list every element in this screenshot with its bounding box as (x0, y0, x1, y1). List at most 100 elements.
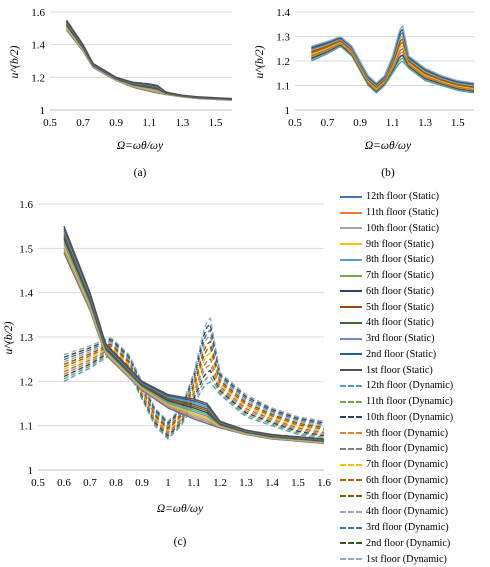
legend-swatch (340, 274, 362, 277)
legend-item: 7th floor (Static) (340, 268, 490, 284)
x-tick-label: 1.6 (317, 477, 331, 489)
legend-swatch (340, 258, 362, 261)
legend-item: 2nd floor (Dynamic) (340, 536, 490, 552)
y-tick-label: 1.4 (19, 288, 33, 300)
legend-swatch (340, 416, 362, 419)
x-tick-label: 1.1 (142, 117, 156, 129)
x-tick-label: 1.1 (386, 117, 400, 129)
x-tick-label: 0.5 (31, 477, 45, 489)
legend-label: 10th floor (Static) (366, 222, 439, 234)
y-tick-label: 1.5 (19, 243, 33, 255)
x-tick-label: 0.5 (43, 117, 57, 129)
legend-item: 10th floor (Dynamic) (340, 410, 490, 426)
x-tick-label: 0.9 (109, 117, 123, 129)
series-line-dynamic (311, 46, 475, 94)
x-tick-label: 0.9 (353, 117, 367, 129)
legend-label: 12th floor (Static) (366, 191, 439, 203)
x-tick-label: 1 (165, 477, 171, 489)
y-tick-label: 1.3 (276, 32, 290, 44)
legend-label: 7th floor (Static) (366, 270, 434, 282)
legend-item: 12th floor (Dynamic) (340, 378, 490, 394)
legend-label: 11th floor (Static) (366, 207, 439, 219)
legend-label: 9th floor (Dynamic) (366, 427, 449, 439)
legend-item: 3rd floor (Static) (340, 331, 490, 347)
legend-label: 9th floor (Static) (366, 238, 434, 250)
legend-label: 10th floor (Dynamic) (366, 411, 454, 423)
legend-swatch (340, 243, 362, 246)
legend-item: 11th floor (Static) (340, 205, 490, 221)
legend-swatch (340, 321, 362, 324)
x-tick-label: 0.7 (76, 117, 90, 129)
y-tick-label: 1.1 (276, 81, 290, 93)
panel-caption: (a) (134, 167, 147, 179)
legend-swatch (340, 337, 362, 340)
series-line-dynamic (63, 317, 325, 423)
x-axis-title: Ω=ωθ/ωy (117, 140, 164, 152)
legend-item: 11th floor (Dynamic) (340, 394, 490, 410)
legend-swatch (340, 384, 362, 387)
x-tick-label: 0.8 (109, 477, 123, 489)
series-line-dynamic (63, 334, 325, 428)
legend-label: 1st floor (Dynamic) (366, 553, 447, 565)
series-line-static (65, 19, 233, 100)
x-axis-title: Ω=ωθ/ωy (365, 140, 412, 152)
x-tick-label: 0.9 (135, 477, 149, 489)
panel-caption: (c) (174, 536, 187, 548)
x-tick-label: 1.3 (418, 117, 432, 129)
x-tick-label: 0.7 (321, 117, 335, 129)
legend-swatch (340, 447, 362, 450)
legend-label: 8th floor (Dynamic) (366, 443, 449, 455)
series-line-dynamic (63, 322, 325, 424)
x-tick-label: 0.7 (83, 477, 97, 489)
series-line-dynamic (311, 43, 475, 92)
series-line-dynamic (63, 344, 325, 431)
y-tick-label: 1.6 (19, 199, 33, 211)
x-tick-label: 1.3 (175, 117, 189, 129)
series-line-dynamic (63, 340, 325, 429)
series-line-dynamic (311, 24, 475, 84)
legend-label: 2nd floor (Dynamic) (366, 537, 451, 549)
legend-label: 2nd floor (Static) (366, 348, 437, 360)
y-tick-label: 1.1 (19, 421, 33, 433)
legend-label: 7th floor (Dynamic) (366, 459, 449, 471)
x-tick-label: 1.5 (451, 117, 465, 129)
legend-item: 8th floor (Dynamic) (340, 441, 490, 457)
legend-label: 6th floor (Dynamic) (366, 474, 449, 486)
y-tick-label: 1 (40, 105, 46, 117)
x-tick-label: 0.6 (57, 477, 71, 489)
legend-item: 6th floor (Static) (340, 284, 490, 300)
legend-swatch (340, 463, 362, 466)
legend-swatch (340, 400, 362, 403)
y-axis-title: u^(b/2) (3, 321, 15, 354)
legend: 12th floor (Static) 11th floor (Static) 10… (340, 189, 490, 567)
legend-item: 2nd floor (Static) (340, 347, 490, 363)
legend-item: 9th floor (Static) (340, 236, 490, 252)
legend-swatch (340, 369, 362, 372)
x-tick-label: 1.5 (291, 477, 305, 489)
legend-item: 5th floor (Static) (340, 299, 490, 315)
panel-caption: (b) (381, 167, 395, 179)
chart-panel-a: 1 1.2 1.4 1.6 0.5 0.7 0.9 1.1 1.3 1.5 Ω=ωθ/ωy u^(b/… (9, 7, 233, 179)
legend-swatch (340, 526, 362, 529)
x-tick-label: 1.5 (209, 117, 223, 129)
series-line-dynamic (311, 45, 475, 93)
legend-swatch (340, 306, 362, 309)
legend-item: 8th floor (Static) (340, 252, 490, 268)
x-axis-title: Ω=ωθ/ωy (157, 503, 204, 515)
y-tick-label: 1.6 (31, 7, 45, 19)
legend-swatch (340, 227, 362, 230)
legend-item: 1st floor (Static) (340, 362, 490, 378)
y-tick-label: 1 (285, 105, 291, 117)
y-tick-label: 1.2 (276, 56, 290, 68)
legend-item: 7th floor (Dynamic) (340, 457, 490, 473)
y-tick-label: 1 (28, 465, 34, 477)
legend-item: 9th floor (Dynamic) (340, 425, 490, 441)
legend-label: 3rd floor (Static) (366, 333, 435, 345)
legend-label: 5th floor (Dynamic) (366, 490, 449, 502)
series-line-static (63, 225, 325, 440)
legend-swatch (340, 195, 362, 198)
legend-swatch (340, 211, 362, 214)
chart-panel-b: 1 1.1 1.2 1.3 1.4 0.5 0.7 0.9 1.1 1.3 1.5 Ω=ωθ/ωy u^… (254, 7, 475, 179)
legend-swatch (340, 495, 362, 498)
legend-label: 5th floor (Static) (366, 301, 434, 313)
